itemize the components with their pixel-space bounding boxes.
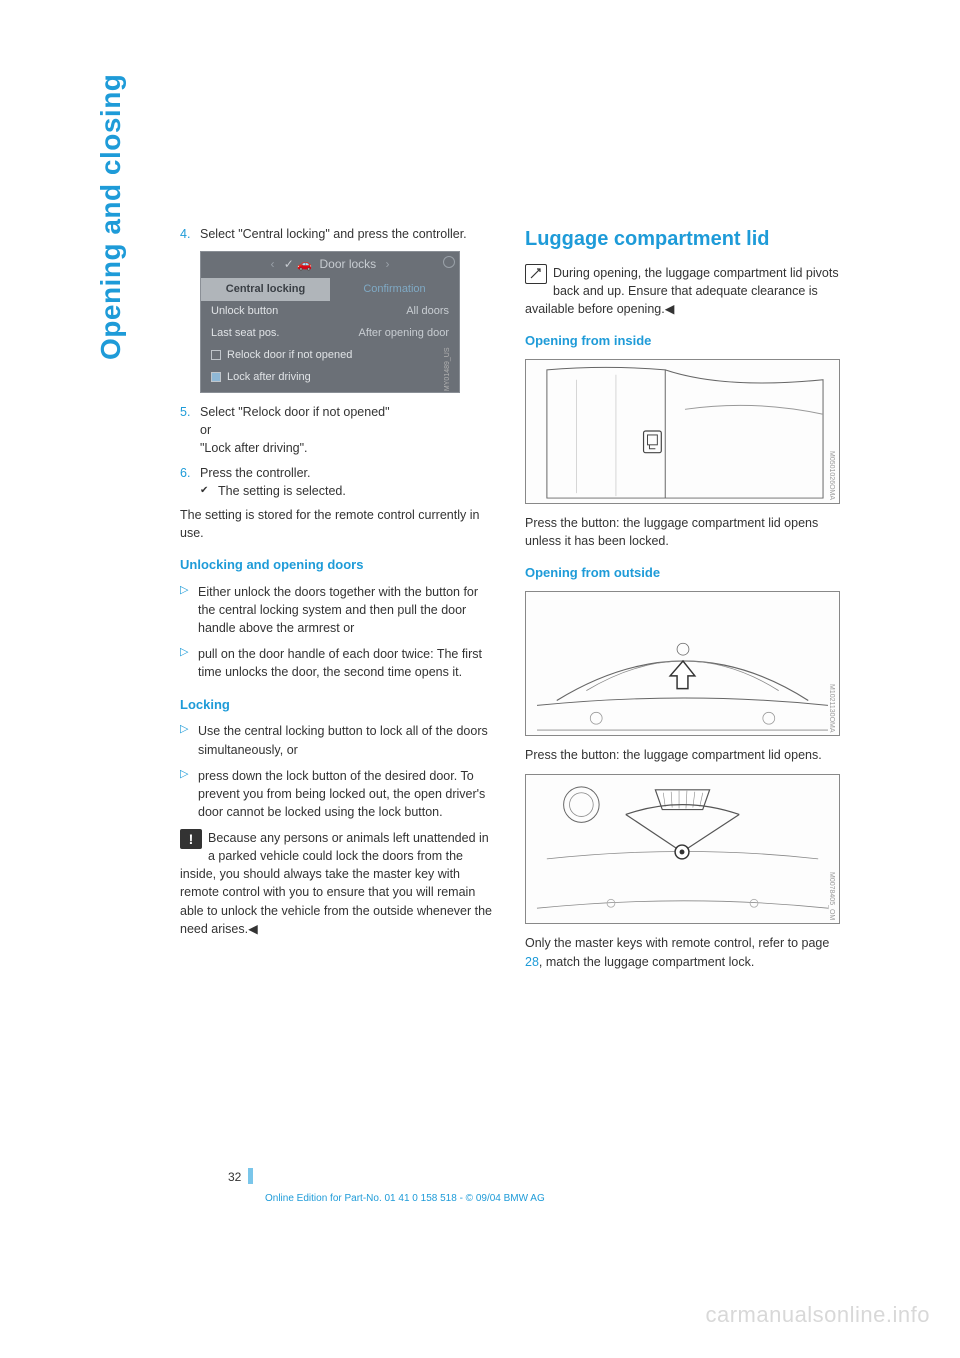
warning-icon: ! — [180, 829, 202, 849]
right-column: Luggage compartment lid During opening, … — [525, 225, 840, 981]
illustration-caption: M0078405_OM — [826, 872, 836, 920]
triangle-bullet-icon: ▷ — [180, 645, 198, 681]
bullet-item: ▷ Either unlock the doors together with … — [180, 583, 495, 637]
illustration-trunk-lid: M1021130OMA — [525, 591, 840, 736]
note-icon — [525, 264, 547, 284]
footer-text: Online Edition for Part-No. 01 41 0 158 … — [265, 1193, 545, 1204]
main-content: 4. Select "Central locking" and press th… — [180, 225, 840, 981]
triangle-bullet-icon: ▷ — [180, 767, 198, 821]
bullet-item: ▷ Use the central locking button to lock… — [180, 722, 495, 758]
page-link[interactable]: 28 — [525, 955, 539, 969]
heading-opening-outside: Opening from outside — [525, 564, 840, 583]
step-4: 4. Select "Central locking" and press th… — [180, 225, 495, 243]
text-part: Only the master keys with remote control… — [525, 936, 829, 950]
row-label: Lock after driving — [227, 371, 311, 383]
car-icon: 🚗 — [297, 257, 312, 271]
step-number: 4. — [180, 225, 200, 243]
info-text: During opening, the luggage compartment … — [525, 266, 839, 316]
screenshot-caption: MY01489_US — [443, 311, 453, 391]
paragraph: Press the button: the luggage compartmen… — [525, 514, 840, 550]
left-column: 4. Select "Central locking" and press th… — [180, 225, 495, 981]
screenshot-tabs: Central locking Confirmation — [201, 278, 459, 302]
heading-luggage: Luggage compartment lid — [525, 225, 840, 254]
row-label: Last seat pos. — [211, 326, 280, 342]
paragraph: The setting is stored for the remote con… — [180, 506, 495, 542]
illustration-caption: M0501026OMA — [826, 451, 836, 500]
bullet-text: press down the lock button of the desire… — [198, 767, 495, 821]
header-title: Door locks — [320, 257, 377, 271]
step-6: 6. Press the controller. The setting is … — [180, 464, 495, 500]
step-number: 5. — [180, 403, 200, 457]
heading-unlocking: Unlocking and opening doors — [180, 556, 495, 575]
idrive-screenshot: ‹ ✓ 🚗 Door locks › Central locking Confi… — [200, 251, 460, 393]
paragraph: Press the button: the luggage compartmen… — [525, 746, 840, 764]
screenshot-row-2: Last seat pos. After opening door — [201, 323, 459, 345]
check-icon — [200, 486, 214, 496]
row-value: After opening door — [358, 326, 449, 342]
triangle-bullet-icon: ▷ — [180, 722, 198, 758]
text-part: , match the luggage compartment lock. — [539, 955, 754, 969]
tab-central-locking: Central locking — [201, 278, 330, 302]
bullet-text: Either unlock the doors together with th… — [198, 583, 495, 637]
screenshot-row-4: Lock after driving — [201, 367, 459, 392]
warning-text: Because any persons or animals left unat… — [180, 831, 492, 936]
section-title: Opening and closing — [95, 74, 127, 360]
chevron-right-icon: › — [386, 257, 390, 271]
step-number: 6. — [180, 464, 200, 500]
row-label: Relock door if not opened — [227, 349, 352, 361]
screenshot-row-3: Relock door if not opened — [201, 345, 459, 367]
row-label: Unlock button — [211, 304, 278, 320]
check-icon: ✓ — [284, 257, 294, 271]
screenshot-header: ‹ ✓ 🚗 Door locks › — [201, 252, 459, 277]
step-text: Select "Relock door if not opened" or "L… — [200, 403, 495, 457]
illustration-trunk-lock: M0078405_OM — [525, 774, 840, 924]
step-text: Press the controller. The setting is sel… — [200, 464, 495, 500]
heading-locking: Locking — [180, 696, 495, 715]
bullet-text: pull on the door handle of each door twi… — [198, 645, 495, 681]
paragraph: Only the master keys with remote control… — [525, 934, 840, 970]
checkbox-icon — [211, 350, 221, 360]
illustration-inside-button: M0501026OMA — [525, 359, 840, 504]
watermark: carmanualsonline.info — [705, 1302, 930, 1328]
step-subtext: The setting is selected. — [218, 484, 346, 498]
illustration-caption: M1021130OMA — [826, 684, 836, 733]
heading-opening-inside: Opening from inside — [525, 332, 840, 351]
checkbox-checked-icon — [211, 372, 221, 382]
page-number: 32 — [228, 1170, 241, 1184]
step-5: 5. Select "Relock door if not opened" or… — [180, 403, 495, 457]
info-paragraph: During opening, the luggage compartment … — [525, 264, 840, 318]
chevron-left-icon: ‹ — [270, 257, 274, 271]
warning-paragraph: ! Because any persons or animals left un… — [180, 829, 495, 938]
triangle-bullet-icon: ▷ — [180, 583, 198, 637]
screenshot-row-1: Unlock button All doors — [201, 301, 459, 323]
bullet-item: ▷ press down the lock button of the desi… — [180, 767, 495, 821]
step-text: Select "Central locking" and press the c… — [200, 225, 495, 243]
page-number-bar — [248, 1168, 253, 1184]
bullet-text: Use the central locking button to lock a… — [198, 722, 495, 758]
bullet-item: ▷ pull on the door handle of each door t… — [180, 645, 495, 681]
tab-confirmation: Confirmation — [330, 278, 459, 302]
